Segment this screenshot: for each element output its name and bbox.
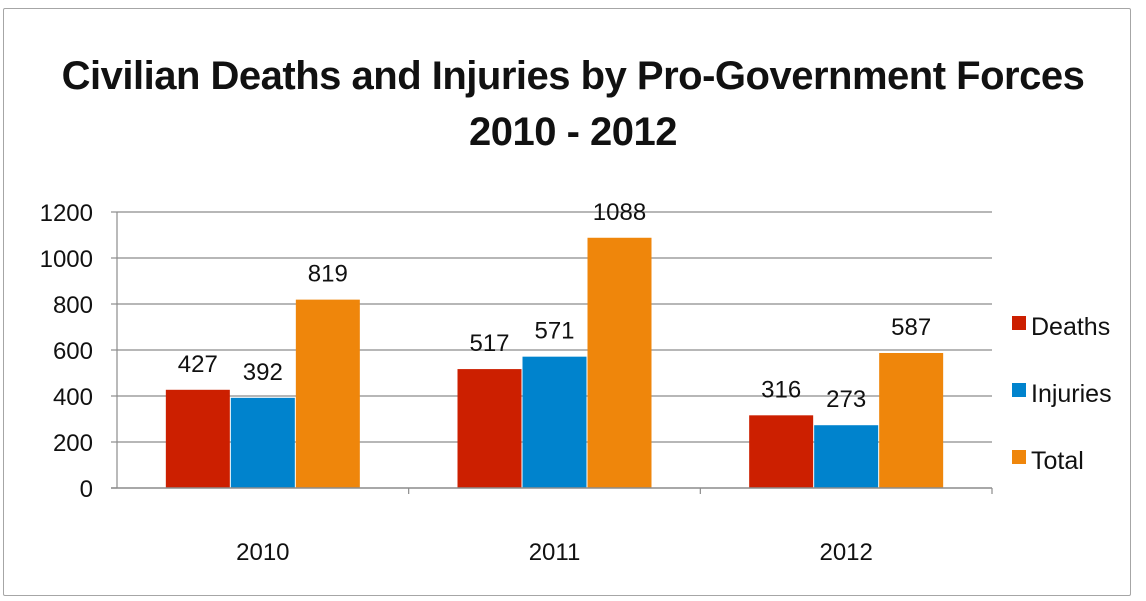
- data-label: 316: [761, 376, 801, 403]
- y-tick-label: 1000: [40, 246, 93, 273]
- legend-swatch-injuries: [1012, 383, 1026, 397]
- x-tick-label: 2012: [819, 539, 872, 566]
- y-tick-label: 600: [53, 338, 93, 365]
- bar-deaths-2012: [749, 415, 814, 488]
- bar-injuries-2012: [814, 425, 879, 488]
- data-label: 392: [243, 359, 283, 386]
- bar-injuries-2011: [522, 356, 587, 488]
- bar-total-2011: [587, 237, 652, 488]
- data-label: 819: [308, 261, 348, 288]
- chart-frame: [3, 8, 1131, 596]
- data-label: 1088: [593, 199, 646, 226]
- legend-label-total: Total: [1031, 447, 1084, 475]
- legend-swatch-deaths: [1012, 316, 1026, 330]
- x-tick-label: 2011: [529, 539, 581, 566]
- bar-total-2012: [879, 352, 944, 488]
- data-label: 587: [891, 314, 931, 341]
- y-tick-label: 0: [80, 476, 93, 503]
- bar-injuries-2010: [230, 397, 295, 488]
- x-tick-label: 2010: [236, 539, 289, 566]
- data-label: 571: [534, 318, 574, 345]
- chart-subtitle: 2010 - 2012: [468, 110, 678, 154]
- data-label: 427: [178, 351, 218, 378]
- bar-deaths-2010: [165, 389, 230, 488]
- data-label: 517: [469, 330, 509, 357]
- y-tick-label: 400: [53, 384, 93, 411]
- bar-total-2010: [295, 299, 360, 488]
- y-tick-label: 200: [53, 430, 93, 457]
- y-tick-label: 1200: [40, 200, 93, 227]
- chart-title: Civilian Deaths and Injuries by Pro-Gove…: [61, 54, 1085, 98]
- legend-swatch-total: [1012, 450, 1026, 464]
- legend-label-injuries: Injuries: [1031, 380, 1112, 408]
- y-tick-label: 800: [53, 292, 93, 319]
- bar-deaths-2011: [457, 369, 522, 488]
- data-label: 273: [826, 386, 866, 413]
- legend-label-deaths: Deaths: [1031, 313, 1110, 341]
